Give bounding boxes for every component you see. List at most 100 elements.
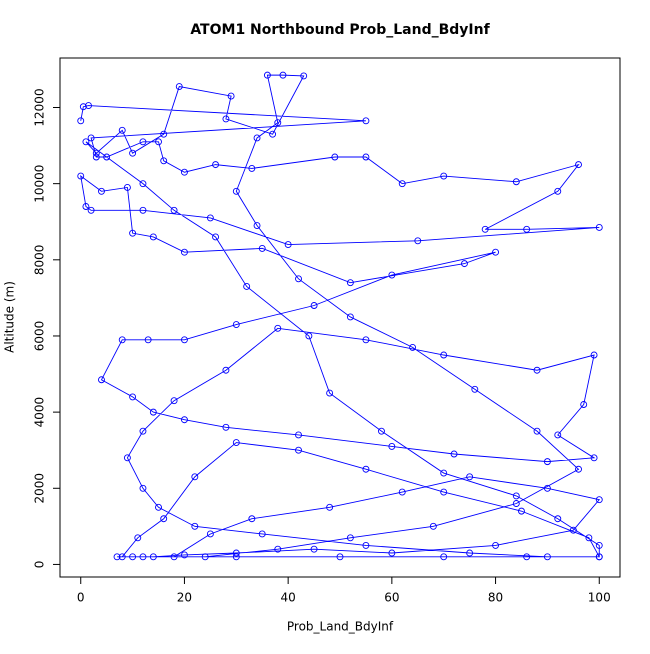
point <box>263 71 271 79</box>
point <box>180 551 188 559</box>
point <box>554 431 562 439</box>
point <box>460 260 468 268</box>
point <box>160 130 168 138</box>
point <box>378 427 385 435</box>
series-line <box>80 74 601 558</box>
point <box>222 115 230 123</box>
point <box>284 241 292 249</box>
point <box>139 138 147 146</box>
point <box>346 534 354 542</box>
point <box>103 153 111 161</box>
point <box>533 427 541 435</box>
point <box>440 172 448 180</box>
point <box>92 149 100 157</box>
point <box>595 496 603 504</box>
point <box>595 553 603 561</box>
point <box>300 72 308 80</box>
point <box>92 153 100 161</box>
point <box>139 553 147 561</box>
y-axis-label: Altitude (m) <box>3 281 17 353</box>
point <box>222 423 230 431</box>
y-tick-label: 2000 <box>33 473 47 504</box>
x-tick-label: 80 <box>488 591 503 605</box>
point <box>222 366 230 374</box>
point <box>180 248 188 256</box>
point <box>440 469 448 477</box>
point <box>191 473 199 481</box>
point <box>129 229 137 237</box>
point <box>569 526 577 534</box>
point <box>523 225 531 233</box>
point <box>543 553 551 561</box>
point <box>595 223 603 231</box>
point <box>160 515 168 523</box>
point <box>279 71 287 79</box>
point <box>139 206 147 214</box>
point <box>471 385 479 393</box>
x-tick-label: 60 <box>384 591 399 605</box>
x-tick-label: 20 <box>177 591 192 605</box>
point <box>492 541 500 549</box>
point <box>139 427 147 435</box>
point <box>180 416 188 424</box>
point <box>336 553 344 561</box>
point <box>512 178 520 186</box>
point <box>82 138 90 146</box>
point <box>149 408 157 416</box>
point <box>326 389 334 397</box>
point <box>580 401 588 408</box>
point <box>248 164 256 172</box>
point <box>388 442 396 450</box>
x-tick-label: 40 <box>281 591 296 605</box>
point <box>258 530 266 538</box>
point <box>512 492 520 500</box>
point <box>533 366 541 374</box>
point <box>232 553 240 561</box>
point <box>206 530 214 538</box>
point <box>258 244 266 252</box>
y-tick-label: 10000 <box>33 165 47 203</box>
x-tick-label: 100 <box>588 591 611 605</box>
point <box>398 488 406 496</box>
point <box>212 161 220 169</box>
point <box>82 203 90 210</box>
point <box>295 446 302 454</box>
point <box>274 545 282 553</box>
point <box>170 553 178 561</box>
x-axis-label: Prob_Land_BdyInf <box>287 620 394 634</box>
point <box>450 450 458 458</box>
point <box>212 233 220 241</box>
point <box>79 103 87 111</box>
y-tick-label: 6000 <box>33 321 47 352</box>
point <box>346 279 354 287</box>
point <box>248 515 256 523</box>
point <box>554 515 562 523</box>
point <box>554 187 562 195</box>
point <box>295 275 302 283</box>
point <box>518 507 525 515</box>
point <box>362 153 370 161</box>
point <box>310 545 318 553</box>
point <box>175 83 183 91</box>
point <box>388 271 396 279</box>
point <box>305 332 313 340</box>
point <box>481 225 489 233</box>
point <box>414 237 422 245</box>
point <box>232 321 240 328</box>
point <box>77 172 85 180</box>
point <box>170 206 178 214</box>
point <box>543 484 551 492</box>
point <box>575 465 582 473</box>
point <box>206 214 214 222</box>
point <box>590 351 598 359</box>
point <box>466 473 474 481</box>
point <box>180 168 188 176</box>
point <box>149 233 157 241</box>
point <box>232 439 240 447</box>
point <box>144 336 152 344</box>
point <box>170 397 178 405</box>
point <box>98 376 105 384</box>
point <box>232 187 240 195</box>
